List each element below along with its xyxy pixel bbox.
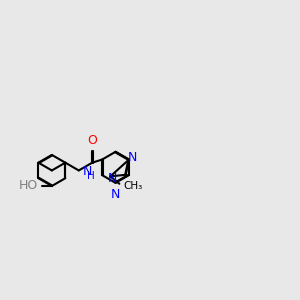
Text: HO: HO <box>18 179 38 193</box>
Text: CH₃: CH₃ <box>123 181 142 191</box>
Text: N: N <box>111 188 120 201</box>
Text: N: N <box>83 165 92 178</box>
Text: N: N <box>128 151 137 164</box>
Text: H: H <box>86 171 94 181</box>
Text: O: O <box>87 134 97 147</box>
Text: N: N <box>108 172 117 185</box>
